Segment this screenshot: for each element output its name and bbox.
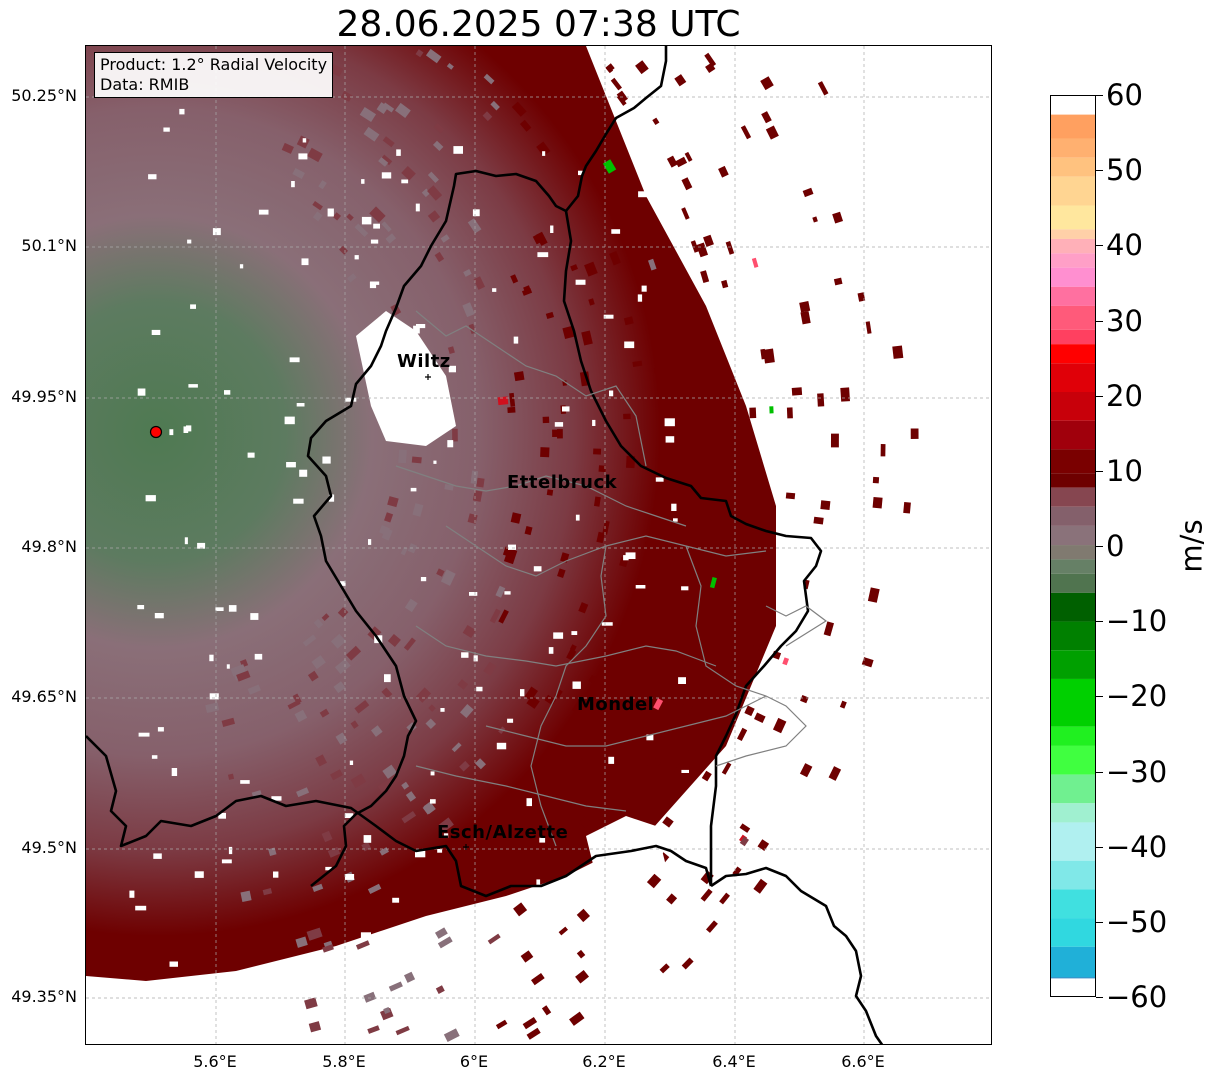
colorbar-tick-label: 0	[1106, 529, 1125, 563]
lat-tick-label: 50.1°N	[21, 236, 77, 255]
colorbar-band	[1051, 253, 1095, 268]
lon-tick-label: 5.8°E	[322, 1052, 366, 1071]
lat-tick-label: 49.65°N	[11, 687, 77, 706]
colorbar-band	[1051, 621, 1095, 651]
colorbar-tick-label: 30	[1106, 303, 1143, 338]
colorbar-band	[1051, 545, 1095, 560]
colorbar-tick	[1096, 997, 1103, 998]
colorbar-band	[1051, 114, 1095, 139]
colorbar-band	[1051, 559, 1095, 574]
product-info-box: Product: 1.2° Radial Velocity Data: RMIB	[94, 52, 334, 98]
colorbar-band	[1051, 473, 1095, 488]
national-borders	[86, 46, 884, 1044]
colorbar-band	[1051, 176, 1095, 206]
colorbar-unit-label: m/s	[1174, 519, 1207, 573]
colorbar-band	[1051, 592, 1095, 622]
colorbar-band	[1051, 420, 1095, 450]
colorbar-tick	[1096, 395, 1103, 397]
colorbar-tick	[1096, 771, 1103, 773]
colorbar-band	[1051, 286, 1095, 306]
colorbar-band	[1051, 344, 1095, 364]
city-label-mondel: Mondel	[577, 694, 655, 715]
lat-tick-label: 49.95°N	[11, 387, 77, 406]
colorbar-band	[1051, 229, 1095, 239]
colorbar-tick-label: −60	[1106, 980, 1168, 1014]
colorbar-tick-label: −30	[1106, 754, 1168, 789]
colorbar-tick-label: 10	[1106, 453, 1143, 488]
radar-site-marker	[149, 425, 163, 439]
colorbar-band	[1051, 487, 1095, 507]
colorbar-tick	[1096, 470, 1103, 472]
city-label-ettelbruck: Ettelbruck	[507, 472, 618, 493]
colorbar-band	[1051, 305, 1095, 330]
radar-map[interactable]	[85, 45, 992, 1045]
colorbar-tick	[1096, 846, 1103, 848]
colorbar-tick	[1096, 921, 1103, 923]
lon-tick-label: 6.6°E	[841, 1052, 885, 1071]
radar-speckles	[129, 48, 919, 1042]
colorbar-band	[1051, 392, 1095, 421]
colorbar-band	[1051, 267, 1095, 287]
lon-tick-label: 6.4°E	[712, 1052, 756, 1071]
lat-tick-label: 49.5°N	[21, 838, 77, 857]
colorbar-band	[1051, 860, 1095, 890]
colorbar-band	[1051, 329, 1095, 345]
lat-tick-label: 49.35°N	[11, 987, 77, 1006]
colorbar-tick-label: 40	[1106, 228, 1143, 263]
city-label-wiltz: Wiltz	[397, 351, 451, 372]
city-markers	[425, 374, 469, 850]
colorbar-band	[1051, 449, 1095, 474]
colorbar-band	[1051, 138, 1095, 158]
colorbar-band	[1051, 525, 1095, 546]
colorbar-band	[1051, 889, 1095, 919]
colorbar-tick	[1096, 320, 1103, 322]
colorbar-tick	[1096, 696, 1103, 698]
colorbar-band	[1051, 238, 1095, 254]
colorbar-band	[1051, 573, 1095, 593]
colorbar-band	[1051, 822, 1095, 861]
colorbar-tick	[1096, 621, 1103, 623]
colorbar-tick-label: 50	[1106, 153, 1143, 188]
lon-tick-label: 5.6°E	[193, 1052, 237, 1071]
radar-echo-layer	[86, 46, 776, 981]
colorbar-tick-label: −20	[1106, 679, 1168, 714]
colorbar-tick	[1096, 546, 1103, 547]
colorbar-band	[1051, 774, 1095, 804]
colorbar-tick-label: −10	[1106, 604, 1168, 639]
colorbar-tick	[1096, 170, 1103, 172]
colorbar-band	[1051, 977, 1095, 979]
lat-tick-label: 49.8°N	[21, 537, 77, 556]
city-label-esch-alzette: Esch/Alzette	[437, 822, 569, 843]
velocity-colorbar	[1050, 95, 1096, 997]
product-label: Product: 1.2° Radial Velocity	[100, 55, 328, 74]
colorbar-band	[1051, 803, 1095, 823]
colorbar-tick-label: 20	[1106, 378, 1143, 413]
colorbar-band	[1051, 506, 1095, 526]
map-title: 28.06.2025 07:38 UTC	[336, 4, 741, 45]
colorbar-tick	[1096, 245, 1103, 247]
colorbar-band	[1051, 205, 1095, 230]
radar-map-canvas	[86, 46, 991, 1044]
canton-borders	[395, 310, 828, 847]
colorbar-tick-label: −50	[1106, 904, 1168, 939]
colorbar-band	[1051, 678, 1095, 727]
colorbar-band	[1051, 726, 1095, 746]
colorbar-band	[1051, 745, 1095, 775]
colorbar-tick-label: −40	[1106, 829, 1168, 864]
colorbar-band	[1051, 650, 1095, 679]
colorbar-band	[1051, 918, 1095, 947]
colorbar-band	[1051, 363, 1095, 392]
colorbar-tick	[1096, 95, 1103, 96]
colorbar-band	[1051, 157, 1095, 177]
lat-tick-label: 50.25°N	[11, 86, 77, 105]
colorbar-band	[1051, 946, 1095, 978]
lon-tick-label: 6°E	[459, 1052, 489, 1071]
lon-tick-label: 6.2°E	[582, 1052, 626, 1071]
colorbar-tick-label: 60	[1106, 78, 1143, 112]
data-source-label: Data: RMIB	[100, 75, 190, 94]
